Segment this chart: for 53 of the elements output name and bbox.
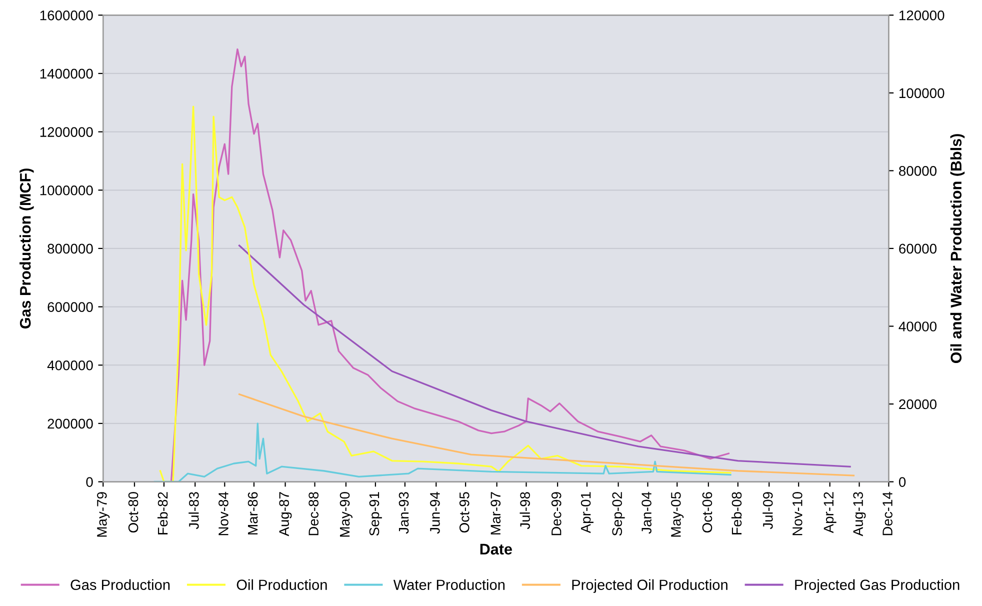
- x-tick-label: Mar-97: [490, 492, 501, 534]
- y-tick-label: 800000: [48, 244, 93, 254]
- y-tick-label: 1000000: [40, 185, 93, 196]
- x-tick-label: Apr-01: [580, 492, 594, 534]
- x-tick-label: Dec-99: [551, 492, 562, 536]
- legend-label: Oil Production: [236, 579, 327, 590]
- y-tick-label: 200000: [48, 418, 93, 429]
- x-tick-label: Jan-93: [398, 492, 409, 534]
- y-tick-label: 400000: [47, 360, 93, 370]
- y2-tick-label: 20000: [899, 399, 937, 410]
- x-tick-label: Mar-86: [248, 492, 258, 534]
- x-tick-label: Jul-98: [520, 492, 530, 530]
- x-axis-title: Date: [480, 544, 512, 555]
- x-tick-label: Jul-83: [188, 492, 199, 530]
- x-tick-label: Sep-02: [612, 492, 625, 536]
- y2-tick-label: 120000: [899, 10, 944, 20]
- line-series: [238, 393, 855, 476]
- legend-label: Projected Gas Production: [795, 579, 960, 593]
- y2-tick-label: 100000: [899, 88, 944, 98]
- x-tick-label: Jun-94: [430, 492, 440, 534]
- x-tick-label: Sep-91: [369, 492, 382, 536]
- legend-label: Water Production: [393, 579, 505, 590]
- legend-label: Projected Oil Production: [572, 579, 728, 593]
- y-tick-label: 1400000: [40, 68, 93, 79]
- x-tick-label: Nov-10: [792, 492, 802, 536]
- y-axis-title: Gas Production (MCF): [20, 168, 34, 328]
- x-tick-label: Dec-88: [308, 492, 318, 536]
- x-tick-label: Dec-14: [882, 492, 892, 536]
- x-tick-label: Apr-12: [824, 492, 836, 534]
- y2-tick-label: 60000: [899, 244, 937, 254]
- y-tick-label: 600000: [48, 302, 93, 312]
- y2-axis-title: Oil and Water Production (Bbls): [950, 134, 965, 363]
- x-tick-label: May-79: [97, 492, 110, 537]
- y-tick-label: 1200000: [40, 127, 93, 137]
- x-tick-label: Oct-80: [128, 492, 138, 533]
- y2-tick-label: 40000: [898, 322, 937, 332]
- x-tick-label: Oct-06: [702, 492, 712, 533]
- x-tick-label: Oct-95: [459, 492, 470, 533]
- y2-tick-label: 80000: [899, 166, 937, 176]
- x-tick-label: Feb-08: [731, 492, 742, 534]
- legend-label: Gas Production: [70, 579, 170, 590]
- y2-tick-label: 0: [898, 477, 906, 487]
- x-tick-label: Jul-09: [762, 492, 773, 530]
- y-tick-label: 0: [86, 477, 93, 487]
- x-tick-label: Jan-04: [642, 492, 652, 534]
- x-tick-label: Aug-87: [279, 492, 292, 536]
- x-tick-label: May-05: [671, 492, 684, 537]
- x-tick-label: May-90: [340, 492, 352, 537]
- line-series: [238, 244, 851, 468]
- x-tick-label: Aug-13: [853, 492, 866, 536]
- y-tick-label: 1600000: [40, 10, 93, 20]
- x-tick-label: Feb-82: [158, 492, 168, 534]
- x-tick-label: Nov-84: [218, 492, 228, 536]
